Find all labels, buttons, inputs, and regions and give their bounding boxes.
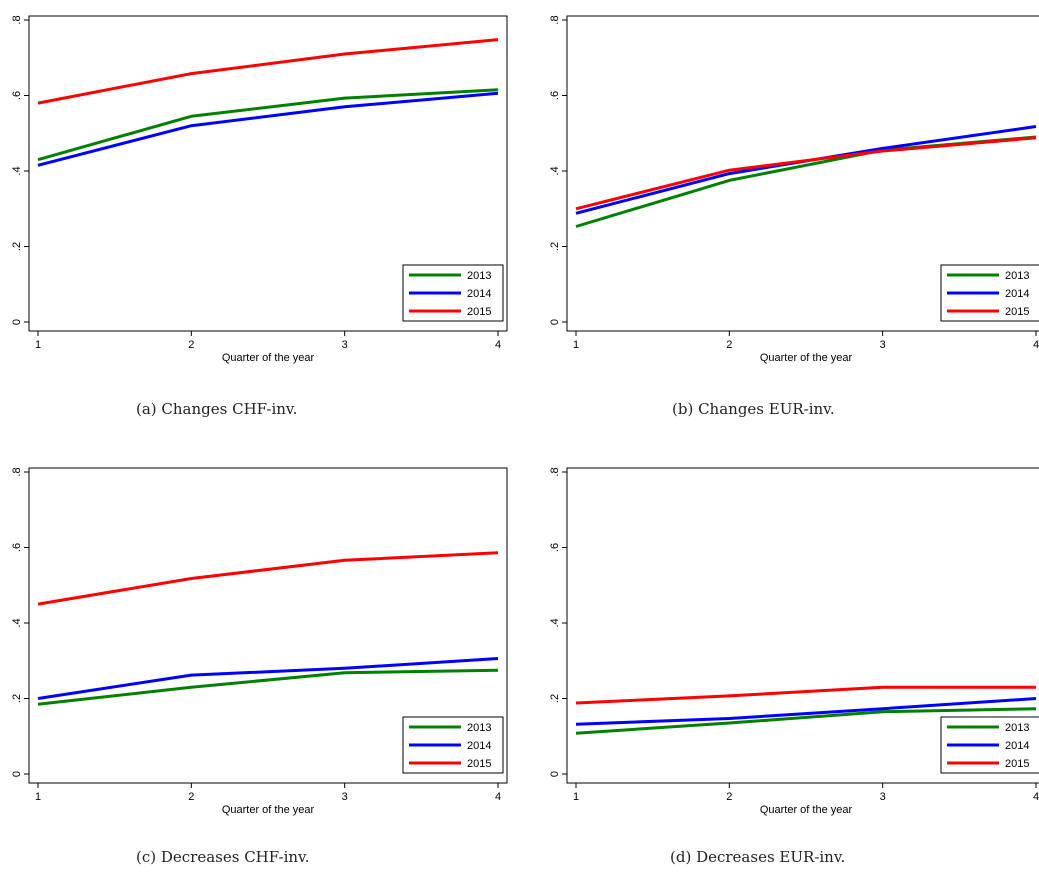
- chart-panel-changes-chf: 0 .2 .4 .6 .8 1 2 3 4 Quarter of the year 2013 2014…: [0, 0, 520, 440]
- chart-caption: (d) Decreases EUR-inv.: [670, 848, 846, 866]
- y-tick-label: .2: [11, 242, 23, 251]
- x-axis-label: Quarter of the year: [760, 352, 853, 364]
- y-tick-label: .4: [11, 166, 23, 175]
- legend-label: 2015: [1005, 758, 1029, 770]
- y-tick-label: .2: [549, 242, 561, 251]
- x-tick-label: 1: [35, 339, 41, 351]
- y-tick-label: .6: [11, 543, 23, 552]
- series-line-2014: [37, 657, 499, 700]
- chart-svg-changes-chf: 0 .2 .4 .6 .8 1 2 3 4 Quarter of the year 2013 2014…: [11, 15, 508, 364]
- x-axis-label: Quarter of the year: [222, 352, 315, 364]
- series-line-2015: [575, 685, 1036, 705]
- y-tick-label: 0: [11, 319, 23, 325]
- legend-label: 2014: [467, 288, 491, 300]
- chart-caption: (b) Changes EUR-inv.: [672, 400, 835, 418]
- plot-frame: [28, 15, 508, 332]
- x-tick-label: 2: [188, 791, 194, 803]
- y-tick-label: .8: [549, 467, 561, 476]
- series-line-2013: [575, 135, 1037, 228]
- x-tick-label: 3: [342, 339, 348, 351]
- legend-label: 2013: [467, 722, 491, 734]
- series-line-2014: [575, 697, 1037, 726]
- legend-label: 2014: [1005, 740, 1029, 752]
- x-tick-label: 4: [495, 791, 501, 803]
- legend-label: 2015: [467, 758, 491, 770]
- y-tick-label: .2: [11, 694, 23, 703]
- y-tick-label: .6: [549, 91, 561, 100]
- chart-caption: (c) Decreases CHF-inv.: [136, 848, 310, 866]
- y-tick-label: .8: [11, 467, 23, 476]
- series-line-2014: [37, 91, 499, 167]
- legend-label: 2013: [1005, 270, 1029, 282]
- y-tick-label: .6: [549, 543, 561, 552]
- series-line-2013: [37, 668, 499, 706]
- chart-panel-decreases-chf: 0 .2 .4 .6 .8 1 2 3 4 Quarter of the year 2013 2014…: [0, 452, 520, 880]
- chart-svg-decreases-eur: 0 .2 .4 .6 .8 1 2 3 4 Quarter of the year 2013 2014…: [549, 467, 1039, 816]
- y-tick-label: 0: [11, 771, 23, 777]
- x-tick-label: 3: [880, 791, 886, 803]
- legend-label: 2015: [467, 306, 491, 318]
- x-tick-label: 2: [726, 791, 732, 803]
- legend-label: 2015: [1005, 306, 1029, 318]
- x-tick-label: 1: [35, 791, 41, 803]
- legend-label: 2013: [1005, 722, 1029, 734]
- x-axis-label: Quarter of the year: [222, 804, 315, 816]
- legend-label: 2014: [467, 740, 491, 752]
- x-tick-label: 4: [1033, 339, 1039, 351]
- chart-caption: (a) Changes CHF-inv.: [136, 400, 298, 418]
- y-tick-label: .8: [549, 15, 561, 24]
- series-line-2015: [37, 38, 499, 105]
- x-axis-label: Quarter of the year: [760, 804, 853, 816]
- y-tick-label: .2: [549, 694, 561, 703]
- plot-frame: [566, 467, 1039, 784]
- chart-panel-decreases-eur: 0 .2 .4 .6 .8 1 2 3 4 Quarter of the year 2013 2014…: [520, 452, 1039, 880]
- y-tick-label: .4: [11, 618, 23, 627]
- legend-label: 2014: [1005, 288, 1029, 300]
- y-tick-label: .8: [11, 15, 23, 24]
- y-tick-label: .6: [11, 91, 23, 100]
- series-line-2015: [37, 551, 499, 606]
- series-line-2013: [575, 707, 1037, 735]
- y-tick-label: .4: [549, 166, 561, 175]
- chart-panel-changes-eur: 0 .2 .4 .6 .8 1 2 3 4 Quarter of the year 2013 2014…: [520, 0, 1039, 440]
- x-tick-label: 4: [495, 339, 501, 351]
- x-tick-label: 2: [188, 339, 194, 351]
- chart-svg-changes-eur: 0 .2 .4 .6 .8 1 2 3 4 Quarter of the year 2013 2014…: [549, 15, 1039, 364]
- y-tick-label: 0: [549, 319, 561, 325]
- x-tick-label: 2: [726, 339, 732, 351]
- x-tick-label: 1: [573, 791, 579, 803]
- x-tick-label: 1: [573, 339, 579, 351]
- x-tick-label: 3: [880, 339, 886, 351]
- y-tick-label: 0: [549, 771, 561, 777]
- x-tick-label: 3: [342, 791, 348, 803]
- plot-frame: [28, 467, 508, 784]
- y-tick-label: .4: [549, 618, 561, 627]
- plot-frame: [566, 15, 1039, 332]
- chart-svg-decreases-chf: 0 .2 .4 .6 .8 1 2 3 4 Quarter of the year 2013 2014…: [11, 467, 508, 816]
- series-line-2014: [575, 125, 1037, 215]
- series-line-2015: [575, 136, 1037, 211]
- legend-label: 2013: [467, 270, 491, 282]
- x-tick-label: 4: [1033, 791, 1039, 803]
- series-line-2013: [37, 88, 499, 162]
